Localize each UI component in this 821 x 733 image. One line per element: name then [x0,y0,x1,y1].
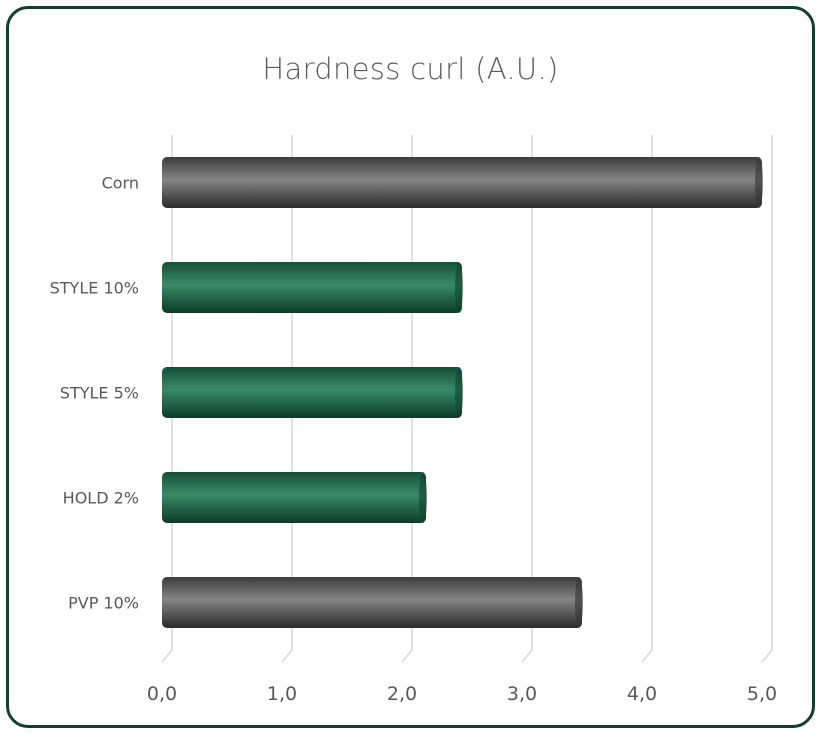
category-label: PVP 10% [68,594,139,613]
bar [162,262,462,313]
x-tick-label: 1,0 [267,683,297,705]
gridline-foot [401,649,413,663]
category-label: STYLE 5% [60,384,139,403]
gridline-foot [161,649,173,663]
gridline-foot [641,649,653,663]
bar-cap [755,157,763,208]
x-tick-label: 2,0 [387,683,417,705]
chart-title: Hardness curl (A.U.) [262,52,559,86]
bar [162,577,582,628]
bar-cap [455,367,463,418]
gridline-foot [521,649,533,663]
bar [162,367,462,418]
gridline-foot [281,649,293,663]
x-tick-label: 5,0 [747,683,777,705]
gridline-foot [761,649,773,663]
bar-cap [455,262,463,313]
x-tick-label: 0,0 [147,683,177,705]
x-tick-label: 3,0 [507,683,537,705]
bar [162,157,762,208]
x-tick-label: 4,0 [627,683,657,705]
category-label: Corn [102,174,139,193]
bar-cap [575,577,583,628]
bar [162,472,426,523]
category-label: HOLD 2% [63,489,139,508]
bar-cap [419,472,427,523]
category-label: STYLE 10% [50,279,139,298]
